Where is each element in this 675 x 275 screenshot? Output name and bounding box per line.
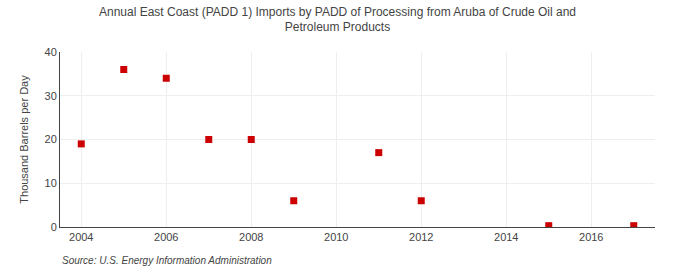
svg-text:Thousand Barrels per Day: Thousand Barrels per Day bbox=[18, 75, 30, 204]
svg-text:2008: 2008 bbox=[239, 231, 263, 243]
svg-text:2016: 2016 bbox=[579, 231, 603, 243]
svg-text:2004: 2004 bbox=[69, 231, 93, 243]
svg-text:2012: 2012 bbox=[409, 231, 433, 243]
svg-text:2010: 2010 bbox=[324, 231, 348, 243]
svg-text:30: 30 bbox=[45, 90, 57, 102]
svg-text:20: 20 bbox=[45, 133, 57, 145]
svg-text:0: 0 bbox=[51, 221, 57, 233]
svg-text:2006: 2006 bbox=[154, 231, 178, 243]
svg-text:10: 10 bbox=[45, 177, 57, 189]
svg-text:Source: U.S. Energy Informatio: Source: U.S. Energy Information Administ… bbox=[62, 255, 272, 266]
svg-text:2014: 2014 bbox=[494, 231, 518, 243]
svg-text:40: 40 bbox=[45, 46, 57, 58]
svg-text:Annual East Coast (PADD 1) Imp: Annual East Coast (PADD 1) Imports by PA… bbox=[99, 5, 576, 35]
